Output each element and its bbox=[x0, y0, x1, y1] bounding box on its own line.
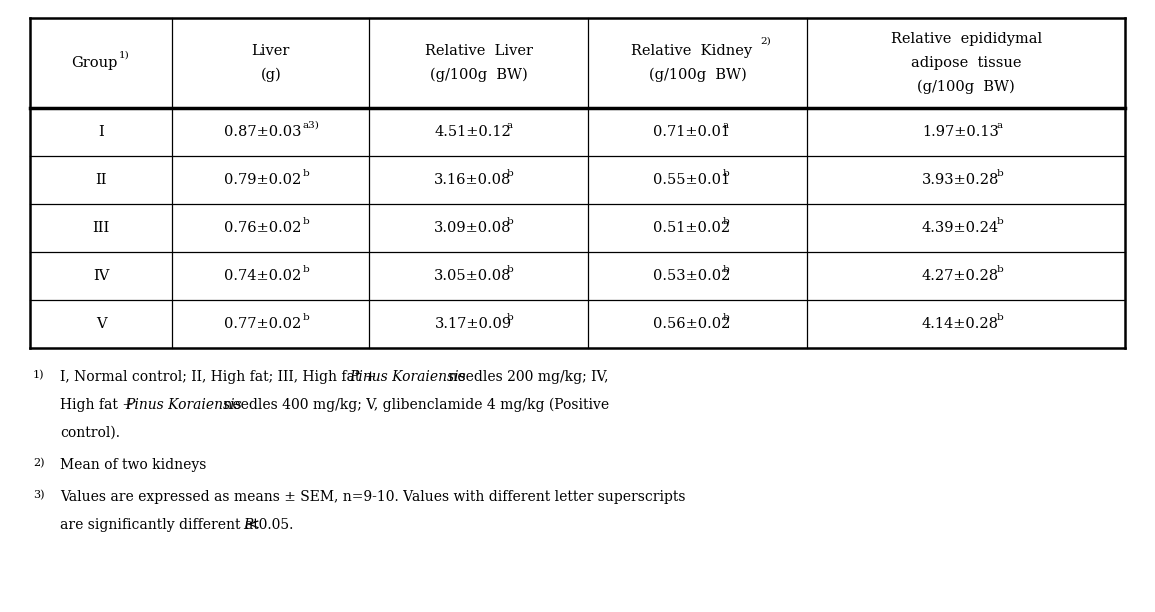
Text: I: I bbox=[98, 125, 104, 139]
Text: 1.97±0.13: 1.97±0.13 bbox=[922, 125, 999, 139]
Text: 0.87±0.03: 0.87±0.03 bbox=[224, 125, 301, 139]
Text: b: b bbox=[303, 313, 310, 321]
Text: II: II bbox=[96, 173, 107, 187]
Text: III: III bbox=[92, 221, 110, 235]
Text: 4.14±0.28: 4.14±0.28 bbox=[922, 317, 999, 331]
Text: b: b bbox=[507, 264, 514, 274]
Text: b: b bbox=[723, 264, 730, 274]
Text: IV: IV bbox=[94, 269, 110, 283]
Text: 3.05±0.08: 3.05±0.08 bbox=[434, 269, 512, 283]
Text: (g): (g) bbox=[261, 68, 282, 82]
Text: b: b bbox=[997, 264, 1003, 274]
Text: 3.16±0.08: 3.16±0.08 bbox=[434, 173, 512, 187]
Text: 3.09±0.08: 3.09±0.08 bbox=[434, 221, 512, 235]
Text: b: b bbox=[723, 168, 730, 177]
Text: Relative  epididymal: Relative epididymal bbox=[891, 32, 1042, 46]
Text: (g/100g  BW): (g/100g BW) bbox=[649, 68, 747, 82]
Text: (g/100g  BW): (g/100g BW) bbox=[917, 80, 1015, 94]
Text: 0.74±0.02: 0.74±0.02 bbox=[224, 269, 301, 283]
Text: b: b bbox=[507, 168, 514, 177]
Text: 0.56±0.02: 0.56±0.02 bbox=[654, 317, 731, 331]
Text: b: b bbox=[723, 217, 730, 225]
Text: Values are expressed as means ± SEM, n=9‑10. Values with different letter supers: Values are expressed as means ± SEM, n=9… bbox=[60, 490, 686, 504]
Text: a: a bbox=[723, 121, 729, 130]
Text: Group: Group bbox=[70, 56, 118, 70]
Text: a: a bbox=[997, 121, 1003, 130]
Text: High fat +: High fat + bbox=[60, 398, 139, 412]
Text: P: P bbox=[243, 518, 252, 532]
Text: 0.79±0.02: 0.79±0.02 bbox=[224, 173, 301, 187]
Text: <0.05.: <0.05. bbox=[248, 518, 295, 532]
Text: Relative  Kidney: Relative Kidney bbox=[632, 44, 753, 58]
Text: (g/100g  BW): (g/100g BW) bbox=[430, 68, 528, 82]
Text: Mean of two kidneys: Mean of two kidneys bbox=[60, 458, 207, 472]
Text: b: b bbox=[303, 168, 310, 177]
Text: 0.53±0.02: 0.53±0.02 bbox=[654, 269, 731, 283]
Text: a3): a3) bbox=[303, 121, 320, 130]
Text: b: b bbox=[507, 217, 514, 225]
Text: I, Normal control; II, High fat; III, High fat +: I, Normal control; II, High fat; III, Hi… bbox=[60, 370, 381, 384]
Text: V: V bbox=[96, 317, 106, 331]
Text: b: b bbox=[723, 313, 730, 321]
Text: needles 400 mg/kg; V, glibenclamide 4 mg/kg (Positive: needles 400 mg/kg; V, glibenclamide 4 mg… bbox=[219, 398, 610, 412]
Text: 4.39±0.24: 4.39±0.24 bbox=[922, 221, 999, 235]
Text: 0.76±0.02: 0.76±0.02 bbox=[224, 221, 301, 235]
Text: b: b bbox=[997, 313, 1003, 321]
Text: 3.17±0.09: 3.17±0.09 bbox=[434, 317, 512, 331]
Text: needles 200 mg/kg; IV,: needles 200 mg/kg; IV, bbox=[444, 370, 608, 384]
Text: are significantly different at: are significantly different at bbox=[60, 518, 263, 532]
Text: Pinus Koraiensis: Pinus Koraiensis bbox=[349, 370, 465, 384]
Text: Relative  Liver: Relative Liver bbox=[425, 44, 532, 58]
Text: 0.71±0.01: 0.71±0.01 bbox=[654, 125, 730, 139]
Text: adipose  tissue: adipose tissue bbox=[911, 56, 1021, 70]
Text: b: b bbox=[303, 264, 310, 274]
Text: b: b bbox=[997, 217, 1003, 225]
Text: 0.51±0.02: 0.51±0.02 bbox=[654, 221, 730, 235]
Text: 3.93±0.28: 3.93±0.28 bbox=[922, 173, 999, 187]
Text: 0.77±0.02: 0.77±0.02 bbox=[224, 317, 301, 331]
Text: 1): 1) bbox=[33, 370, 45, 380]
Text: 3): 3) bbox=[33, 490, 45, 501]
Text: 1): 1) bbox=[119, 51, 129, 59]
Text: 4.27±0.28: 4.27±0.28 bbox=[922, 269, 999, 283]
Text: control).: control). bbox=[60, 426, 120, 440]
Text: Pinus Koraiensis: Pinus Koraiensis bbox=[125, 398, 241, 412]
Text: 0.55±0.01: 0.55±0.01 bbox=[654, 173, 730, 187]
Text: 4.51±0.12: 4.51±0.12 bbox=[434, 125, 512, 139]
Text: Liver: Liver bbox=[252, 44, 290, 58]
Text: a: a bbox=[507, 121, 513, 130]
Text: b: b bbox=[507, 313, 514, 321]
Text: 2): 2) bbox=[760, 37, 770, 45]
Text: b: b bbox=[303, 217, 310, 225]
Text: 2): 2) bbox=[33, 458, 45, 468]
Text: b: b bbox=[997, 168, 1003, 177]
